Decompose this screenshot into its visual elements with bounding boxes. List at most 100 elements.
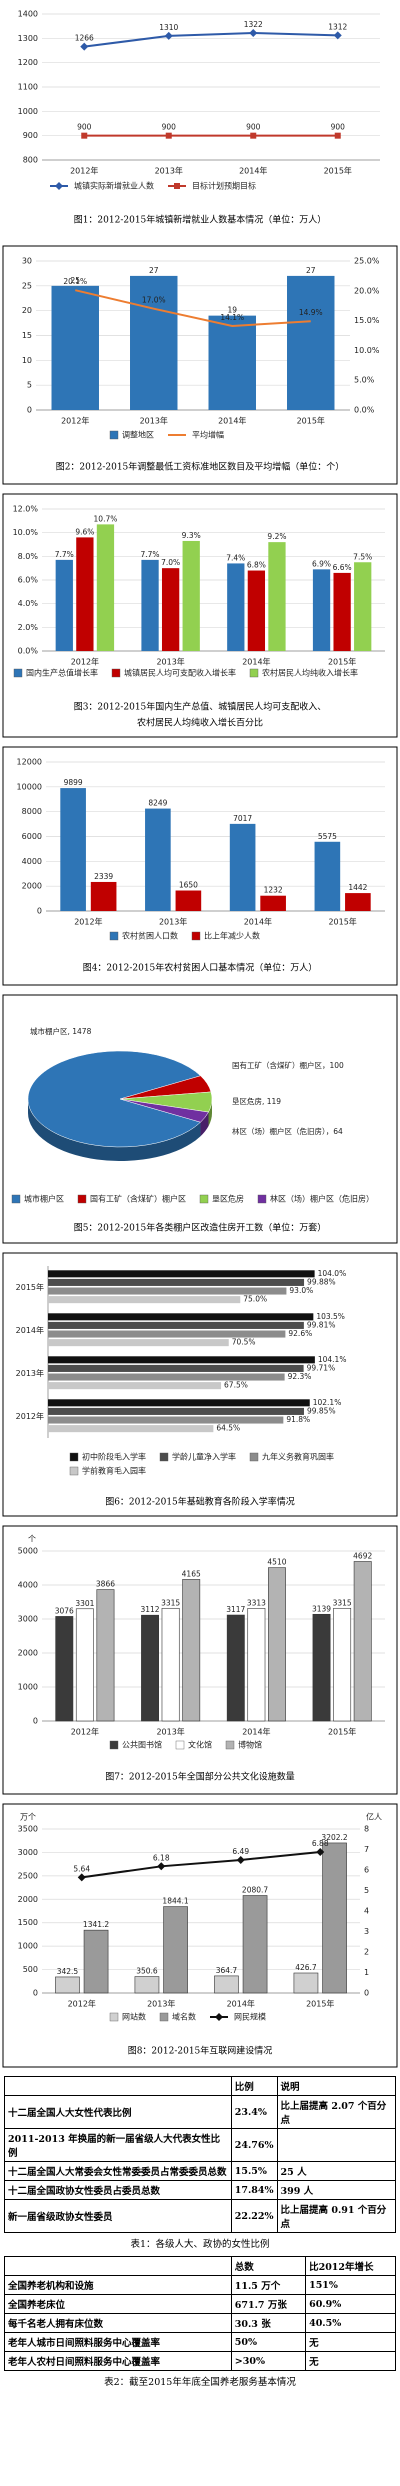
y-tick-label: 2000 xyxy=(18,1649,38,1658)
point xyxy=(77,1873,86,1882)
bar xyxy=(51,285,99,410)
bar xyxy=(161,568,180,651)
header-cell: 说明 xyxy=(276,2076,397,2096)
bar xyxy=(75,1608,94,1722)
y2-tick-label: 0 xyxy=(364,1989,369,1998)
y-tick-label: 2013年 xyxy=(16,1368,44,1378)
data-label: 8249 xyxy=(148,799,167,808)
chart-frame xyxy=(2,1525,398,1795)
y-tick-label: 2000 xyxy=(22,882,42,891)
bar xyxy=(268,542,286,651)
y-tick-label: 1400 xyxy=(18,10,38,19)
x-tick-label: 2015年 xyxy=(324,166,352,176)
line xyxy=(75,289,311,327)
legend-label: 平均增幅 xyxy=(192,430,224,440)
point xyxy=(174,183,180,189)
caption: 图3：2012-2015年国内生产总值、城镇居民人均可支配收入、 xyxy=(74,701,327,713)
caption: 图2：2012-2015年调整最低工资标准地区数目及平均增幅（单位：个） xyxy=(56,461,345,473)
bar xyxy=(227,563,245,651)
x-tick-label: 2012年 xyxy=(61,416,89,426)
table-row: 十二届全国人大女性代表比例 23.4% 比上届提高 2.07 个百分点 xyxy=(4,2095,397,2129)
bar xyxy=(345,893,371,911)
bar xyxy=(48,1425,214,1433)
point xyxy=(316,1847,325,1856)
data-label: 900 xyxy=(246,123,261,132)
data-label: 1341.2 xyxy=(83,1920,109,1929)
caption: 图4：2012-2015年农村贫困人口基本情况（单位：万人） xyxy=(83,962,318,974)
y2-tick-label: 8 xyxy=(364,1825,369,1834)
data-label: 9.6% xyxy=(75,527,94,536)
legend-swatch xyxy=(109,931,119,941)
legend-label: 学前教育毛入园率 xyxy=(82,1466,146,1476)
bar xyxy=(90,881,117,911)
data-label: 20.1% xyxy=(63,277,87,286)
bar xyxy=(287,275,335,410)
x-tick-label: 2014年 xyxy=(218,416,246,426)
bar xyxy=(161,1607,180,1722)
header-row: 比例 说明 xyxy=(4,2076,397,2096)
y-tick-label: 0 xyxy=(37,907,42,916)
legend-swatch xyxy=(77,1194,87,1204)
legend-swatch xyxy=(191,931,201,941)
x-tick-label: 2014年 xyxy=(244,917,272,927)
table-cell: 50% xyxy=(230,2332,307,2352)
table-cell: 40.5% xyxy=(305,2313,396,2333)
y2-tick-label: 15.0% xyxy=(354,316,380,325)
data-label: 3139 xyxy=(312,1604,331,1613)
caption: 图8：2012-2015年互联网建设情况 xyxy=(128,2045,273,2057)
data-label: 国有工矿（含煤矿）棚户区，100 xyxy=(232,1060,344,1070)
x-tick-label: 2014年 xyxy=(242,657,270,667)
y2-tick-label: 20.0% xyxy=(354,286,380,295)
data-label: 10.7% xyxy=(94,514,118,523)
point xyxy=(334,132,341,139)
data-label: 2080.7 xyxy=(242,1886,268,1895)
legend-label: 九年义务教育巩固率 xyxy=(262,1452,334,1462)
table-cell xyxy=(276,2128,397,2162)
bar xyxy=(175,890,202,911)
table-row: 新一届省级政协女性委员 22.22% 比上届提高 0.91 个百分点 xyxy=(4,2199,397,2233)
data-label: 17.0% xyxy=(142,296,166,305)
y2-tick-label: 6 xyxy=(364,1866,369,1875)
bar xyxy=(48,1278,305,1286)
bar xyxy=(48,1373,285,1381)
bar xyxy=(247,570,266,651)
header-cell: 比2012年增长 xyxy=(305,2256,396,2276)
data-label: 27 xyxy=(149,266,159,275)
legend-label: 农村贫困人口数 xyxy=(122,931,178,941)
data-label: 1310 xyxy=(159,23,178,32)
chart: 0 500 1000 1500 2000 2500 3000 3500 0 1 2 3 4 5 6 7 8 万个 亿… xyxy=(2,1803,398,2068)
bar xyxy=(48,1356,315,1364)
bar xyxy=(268,1567,286,1722)
y-tick-label: 20 xyxy=(22,306,32,315)
y-tick-label: 5 xyxy=(27,381,32,390)
table-cell: 2011-2013 年换届的新一届省级人大代表女性比例 xyxy=(4,2128,232,2162)
data-label: 104.0% xyxy=(318,1269,347,1278)
legend-swatch xyxy=(13,668,23,678)
bar xyxy=(293,1972,319,1994)
chart: 城市棚户区, 1478 国有工矿（含煤矿）棚户区，100 垦区危房, 119 林区（场… xyxy=(2,994,398,1244)
data-label: 5575 xyxy=(318,832,337,841)
caption: 图5：2012-2015年各类棚户区改造住房开工数（单位：万套） xyxy=(74,1222,327,1234)
table-cell: 新一届省级政协女性委员 xyxy=(4,2199,232,2233)
table: 比例 说明 十二届全国人大女性代表比例 23.4% 比上届提高 2.07 个百分点 201… xyxy=(4,2076,397,2233)
chart-frame xyxy=(2,493,398,738)
x-tick-label: 2014年 xyxy=(242,1727,270,1737)
data-label: 7.4% xyxy=(226,553,245,562)
legend-label: 国有工矿（含煤矿）棚户区 xyxy=(90,1194,186,1204)
table-cell: 无 xyxy=(305,2351,396,2371)
data-label: 99.81% xyxy=(307,1320,336,1329)
x-tick-label: 2013年 xyxy=(155,166,183,176)
charts: 800 900 1000 1100 1200 1300 1400 2012年 2013年 2014… xyxy=(2,10,398,2068)
chart: 0 2000 4000 6000 8000 10000 12000 2012年 2013年 201… xyxy=(2,746,398,986)
data-label: 9.3% xyxy=(182,531,201,540)
table-cell: 25 人 xyxy=(276,2161,397,2181)
y2-tick-label: 3 xyxy=(364,1927,369,1936)
y-tick-label: 0 xyxy=(27,406,32,415)
table: 总数 比2012年增长 全国养老机构和设施 11.5 万个 151% 全国养老床位 671.… xyxy=(4,2256,396,2371)
data-label: 3315 xyxy=(161,1598,180,1607)
legend-swatch xyxy=(257,1194,267,1204)
bar xyxy=(260,895,286,911)
data-label: 350.6 xyxy=(136,1967,158,1976)
bar xyxy=(48,1313,314,1321)
x-tick-label: 2013年 xyxy=(156,1727,184,1737)
